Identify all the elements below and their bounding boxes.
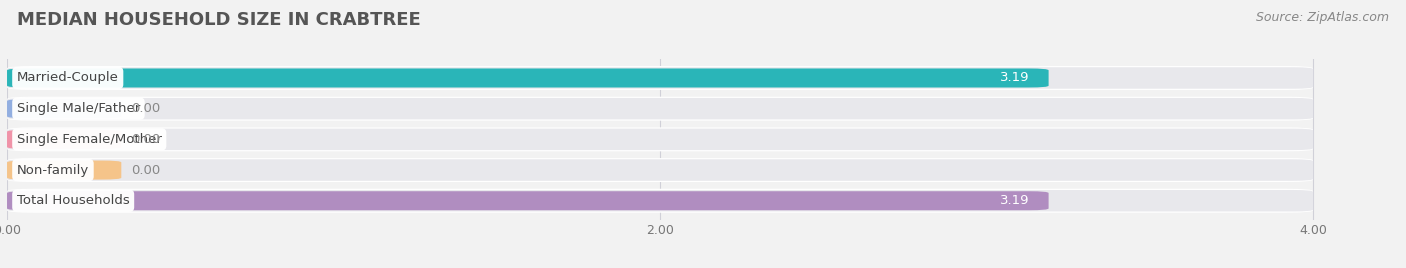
FancyBboxPatch shape <box>7 161 121 180</box>
Text: Single Male/Father: Single Male/Father <box>17 102 141 115</box>
FancyBboxPatch shape <box>7 158 1313 182</box>
Text: 0.00: 0.00 <box>131 133 160 146</box>
Text: Total Households: Total Households <box>17 194 129 207</box>
FancyBboxPatch shape <box>7 191 1049 210</box>
FancyBboxPatch shape <box>7 190 1313 211</box>
FancyBboxPatch shape <box>7 130 121 149</box>
Text: 3.19: 3.19 <box>1000 72 1029 84</box>
FancyBboxPatch shape <box>7 129 1313 150</box>
Text: 0.00: 0.00 <box>131 102 160 115</box>
FancyBboxPatch shape <box>7 99 121 118</box>
FancyBboxPatch shape <box>7 66 1313 90</box>
FancyBboxPatch shape <box>7 67 1313 89</box>
FancyBboxPatch shape <box>7 159 1313 181</box>
Text: Source: ZipAtlas.com: Source: ZipAtlas.com <box>1256 11 1389 24</box>
FancyBboxPatch shape <box>7 189 1313 213</box>
FancyBboxPatch shape <box>7 68 1049 87</box>
Text: 3.19: 3.19 <box>1000 194 1029 207</box>
Text: MEDIAN HOUSEHOLD SIZE IN CRABTREE: MEDIAN HOUSEHOLD SIZE IN CRABTREE <box>17 11 420 29</box>
Text: Single Female/Mother: Single Female/Mother <box>17 133 162 146</box>
Text: Married-Couple: Married-Couple <box>17 72 118 84</box>
FancyBboxPatch shape <box>7 97 1313 121</box>
FancyBboxPatch shape <box>7 127 1313 151</box>
Text: Non-family: Non-family <box>17 163 89 177</box>
Text: 0.00: 0.00 <box>131 163 160 177</box>
FancyBboxPatch shape <box>7 98 1313 120</box>
